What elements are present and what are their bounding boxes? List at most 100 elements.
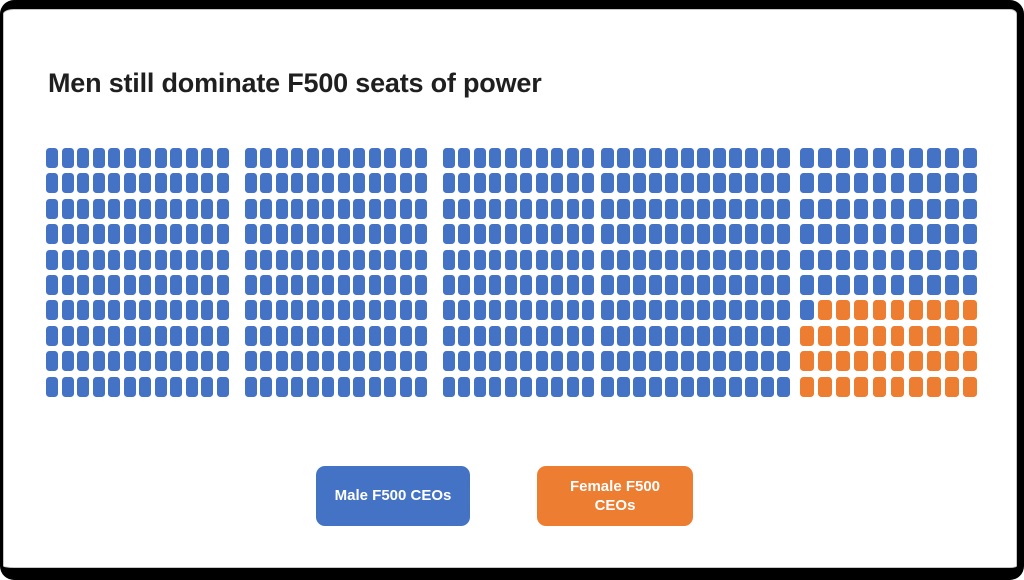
waffle-cell-male xyxy=(216,274,229,295)
waffle-cell-male xyxy=(399,325,412,346)
waffle-cell-male xyxy=(61,224,74,245)
waffle-cell-female xyxy=(963,300,977,321)
waffle-cell-male xyxy=(260,376,273,397)
waffle-cell-male xyxy=(458,376,471,397)
waffle-cell-male xyxy=(665,198,678,219)
waffle-cell-male xyxy=(415,300,427,321)
waffle-cell-male xyxy=(384,224,397,245)
waffle-cell-male xyxy=(818,224,832,245)
waffle-cell-male xyxy=(458,325,471,346)
waffle-cell-male xyxy=(473,148,486,168)
waffle-cell-male xyxy=(337,173,350,194)
waffle-cell-male xyxy=(260,148,273,168)
waffle-cell-male xyxy=(601,325,614,346)
waffle-cell-male xyxy=(245,249,257,270)
waffle-cell-male xyxy=(633,148,646,168)
waffle-cell-male xyxy=(777,249,790,270)
waffle-cell-male xyxy=(566,224,579,245)
waffle-cell-male xyxy=(245,351,257,372)
waffle-cell-male xyxy=(46,148,59,168)
waffle-cell-male xyxy=(489,198,502,219)
waffle-cell-male xyxy=(139,376,152,397)
waffle-cell-male xyxy=(92,224,105,245)
waffle-cell-female xyxy=(800,376,814,397)
waffle-cell-male xyxy=(927,198,941,219)
waffle-cell-male xyxy=(945,198,959,219)
waffle-cell-male xyxy=(745,173,758,194)
waffle-cell-male xyxy=(566,274,579,295)
waffle-cell-male xyxy=(535,325,548,346)
waffle-cell-male xyxy=(697,148,710,168)
waffle-cell-male xyxy=(697,274,710,295)
waffle-cell-male xyxy=(201,351,214,372)
waffle-cell-male xyxy=(353,351,366,372)
waffle-cell-male xyxy=(649,198,662,219)
waffle-cell-male xyxy=(617,224,630,245)
waffle-cell-male xyxy=(123,198,136,219)
waffle-cell-male xyxy=(908,249,923,270)
waffle-cell-male xyxy=(399,224,412,245)
waffle-cell-male xyxy=(649,249,662,270)
waffle-cell-male xyxy=(353,249,366,270)
waffle-cell-male xyxy=(185,300,198,321)
legend-female-button[interactable]: Female F500 CEOs xyxy=(537,466,693,526)
waffle-cell-male xyxy=(353,274,366,295)
waffle-cell-male xyxy=(665,325,678,346)
waffle-cell-male xyxy=(665,224,678,245)
waffle-cell-male xyxy=(260,274,273,295)
waffle-cell-male xyxy=(46,249,59,270)
waffle-cell-male xyxy=(245,376,257,397)
waffle-cell-male xyxy=(617,274,630,295)
waffle-cell-male xyxy=(368,173,381,194)
waffle-cell-male xyxy=(399,148,412,168)
waffle-cell-male xyxy=(800,198,814,219)
waffle-cell-male xyxy=(185,148,198,168)
waffle-cell-male xyxy=(185,249,198,270)
waffle-cell-male xyxy=(108,198,121,219)
waffle-cell-male xyxy=(582,148,594,168)
waffle-cell-male xyxy=(681,351,694,372)
waffle-cell-male xyxy=(665,300,678,321)
waffle-cell-male xyxy=(800,249,814,270)
waffle-cell-male xyxy=(170,351,183,372)
waffle-cell-male xyxy=(551,173,564,194)
waffle-cell-male xyxy=(170,148,183,168)
waffle-cell-male xyxy=(535,274,548,295)
waffle-cell-male xyxy=(761,198,774,219)
waffle-cell-female xyxy=(890,325,905,346)
waffle-cell-male xyxy=(458,224,471,245)
waffle-cell-male xyxy=(306,274,319,295)
legend-male-button[interactable]: Male F500 CEOs xyxy=(316,466,470,526)
waffle-cell-male xyxy=(415,224,427,245)
waffle-cell-female xyxy=(927,351,941,372)
waffle-cell-male xyxy=(582,351,594,372)
waffle-cell-male xyxy=(458,173,471,194)
waffle-cell-male xyxy=(489,351,502,372)
waffle-cell-male xyxy=(123,249,136,270)
waffle-cell-male xyxy=(77,300,90,321)
waffle-cell-male xyxy=(322,274,335,295)
waffle-cell-male xyxy=(761,300,774,321)
waffle-cell-male xyxy=(713,148,726,168)
waffle-cell-male xyxy=(504,148,517,168)
waffle-cell-male xyxy=(46,198,59,219)
waffle-cell-male xyxy=(415,249,427,270)
waffle-cell-male xyxy=(729,300,742,321)
waffle-cell-male xyxy=(908,148,923,168)
waffle-cell-male xyxy=(697,351,710,372)
waffle-cell-male xyxy=(945,274,959,295)
waffle-cell-male xyxy=(353,224,366,245)
waffle-cell-male xyxy=(384,274,397,295)
waffle-cell-male xyxy=(306,224,319,245)
waffle-cell-male xyxy=(927,224,941,245)
waffle-cell-female xyxy=(854,325,869,346)
waffle-cell-female xyxy=(818,325,832,346)
waffle-cell-male xyxy=(504,325,517,346)
waffle-cell-male xyxy=(872,274,887,295)
waffle-cell-male xyxy=(566,198,579,219)
waffle-cell-male xyxy=(216,325,229,346)
waffle-cell-male xyxy=(617,249,630,270)
waffle-cell-male xyxy=(443,274,455,295)
waffle-cell-male xyxy=(681,198,694,219)
waffle-cell-male xyxy=(275,148,288,168)
